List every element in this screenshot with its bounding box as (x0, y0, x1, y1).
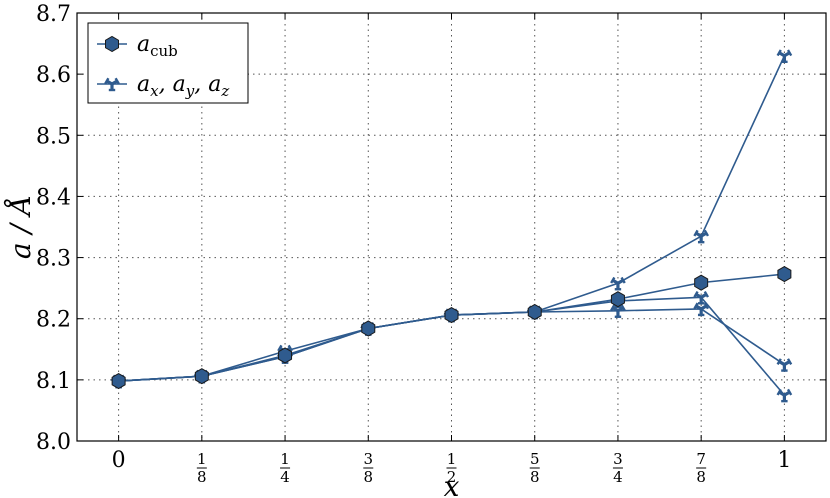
marker-foot (287, 344, 293, 352)
x-tick-label-denominator: 4 (280, 468, 290, 486)
marker-foot (786, 49, 793, 57)
marker-foot (610, 276, 616, 284)
legend-label-main: , (194, 72, 208, 97)
y-axis-label: a / Å (4, 195, 37, 259)
legend-label-main: , (159, 72, 173, 97)
x-tick-label-text: 1 (777, 448, 791, 473)
legend-label-subscript: cub (150, 42, 178, 60)
data-point-tri (693, 290, 710, 305)
marker-foot (620, 276, 626, 284)
marker-foot (703, 302, 710, 310)
legend-label-symbol: a (137, 72, 150, 97)
data-point-hexagon (610, 291, 625, 308)
legend-marker-tri (104, 77, 120, 92)
y-tick-label: 8.4 (36, 185, 71, 210)
marker-foot (620, 304, 626, 312)
x-tick-label-text: 0 (112, 448, 126, 473)
data-point-hexagon (444, 306, 459, 324)
legend-label: acub​ (137, 32, 178, 60)
y-tick-label: 8.6 (36, 63, 71, 88)
x-tick-label: 34 (612, 450, 623, 486)
y-tick-label: 8.0 (36, 430, 71, 455)
x-tick-label-numerator: 7 (696, 450, 706, 468)
x-tick-label: 58 (529, 450, 540, 486)
marker-foot (776, 358, 782, 365)
data-point-tri (610, 304, 626, 318)
data-point-tri (693, 229, 710, 244)
data-point-hexagon (194, 368, 209, 385)
y-tick-label: 8.1 (36, 369, 71, 394)
x-tick-label: 1 (777, 448, 791, 473)
marker-foot (776, 388, 782, 396)
legend-label-subscript: x (150, 82, 159, 100)
x-tick-label-denominator: 8 (696, 468, 706, 486)
series-markers (110, 49, 793, 403)
x-tick-label-denominator: 2 (447, 468, 457, 486)
data-point-tri (776, 358, 793, 372)
x-tick-label: 78 (696, 450, 707, 486)
data-point-hexagon (111, 373, 126, 390)
legend-label-symbol: a (137, 32, 150, 57)
x-tick-label-numerator: 5 (530, 450, 540, 468)
data-point-tri (610, 276, 626, 291)
x-tick-label-denominator: 8 (530, 468, 540, 486)
marker-foot (114, 77, 120, 85)
marker-foot (786, 388, 793, 396)
x-tick-label-numerator: 1 (447, 450, 457, 468)
marker-foot (703, 290, 710, 298)
legend: acub​ ax​, ay​, az​ (87, 22, 249, 104)
x-tick-label-denominator: 8 (197, 468, 207, 486)
legend-marker-hexagon (105, 35, 119, 53)
legend-label: ax​, ay​, az​ (137, 72, 229, 100)
data-point-tri (776, 388, 793, 403)
x-tick-label-denominator: 4 (613, 468, 623, 486)
marker-foot (693, 302, 699, 310)
legend-label-subscript: y (185, 82, 195, 100)
legend-label-symbol: a (173, 72, 186, 97)
y-tick-label: 8.5 (36, 124, 71, 149)
data-point-hexagon (527, 303, 542, 321)
x-tick-label-numerator: 3 (364, 450, 374, 468)
data-point-tri (693, 302, 710, 317)
y-tick-label: 8.7 (36, 2, 71, 27)
axis-ticks (77, 12, 826, 442)
data-point-hexagon (278, 347, 293, 364)
marker-foot (786, 358, 793, 365)
x-tick-label: 0 (112, 448, 126, 473)
legend-label-symbol: a (208, 72, 221, 97)
x-tick-label-numerator: 1 (197, 450, 207, 468)
x-tick-label: 14 (280, 450, 291, 486)
data-point-tri (776, 49, 793, 63)
y-tick-label: 8.2 (36, 308, 71, 333)
x-tick-label-denominator: 8 (364, 468, 374, 486)
data-point-hexagon (777, 266, 792, 283)
x-tick-label-numerator: 1 (280, 450, 290, 468)
marker-foot (693, 229, 699, 237)
marker-foot (104, 77, 110, 85)
legend-label-subscript: z (220, 82, 229, 100)
x-axis-label: x (444, 470, 460, 498)
marker-foot (610, 304, 616, 312)
marker-foot (703, 229, 710, 237)
marker-foot (693, 290, 699, 298)
x-tick-label: 12 (446, 450, 457, 486)
marker-foot (277, 344, 283, 352)
data-point-hexagon (694, 274, 709, 291)
x-tick-label-numerator: 3 (613, 450, 623, 468)
marker-foot (776, 49, 782, 57)
x-tick-label: 38 (363, 450, 374, 486)
y-tick-label: 8.3 (36, 247, 71, 272)
data-point-hexagon (361, 320, 376, 337)
x-tick-label: 18 (196, 450, 207, 486)
